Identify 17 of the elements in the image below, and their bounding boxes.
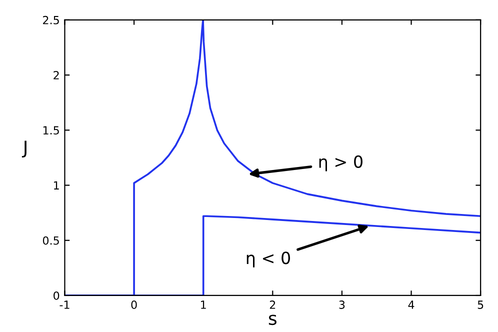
annotation: η < 0 <box>246 252 290 268</box>
y-axis-title: J <box>22 140 26 158</box>
y-tick-label: 0 <box>54 291 60 300</box>
annotation: η > 0 <box>319 155 362 172</box>
y-tick-label: 1 <box>54 181 59 190</box>
x-tick-label: 2 <box>270 300 276 309</box>
x-tick-label: -1 <box>60 300 70 309</box>
x-tick-label: 5 <box>478 300 484 309</box>
x-axis-title: s <box>268 314 276 326</box>
y-tick-label: 0.5 <box>42 236 59 245</box>
x-tick-label: 3 <box>339 300 345 309</box>
x-tick-label: 4 <box>408 300 414 309</box>
y-tick-label: 2 <box>54 71 59 80</box>
y-tick-label: 2.5 <box>43 16 59 24</box>
y-tick-label: 1.5 <box>43 126 59 135</box>
x-tick-label: 0 <box>131 300 137 309</box>
x-tick-label: 1 <box>201 300 206 309</box>
